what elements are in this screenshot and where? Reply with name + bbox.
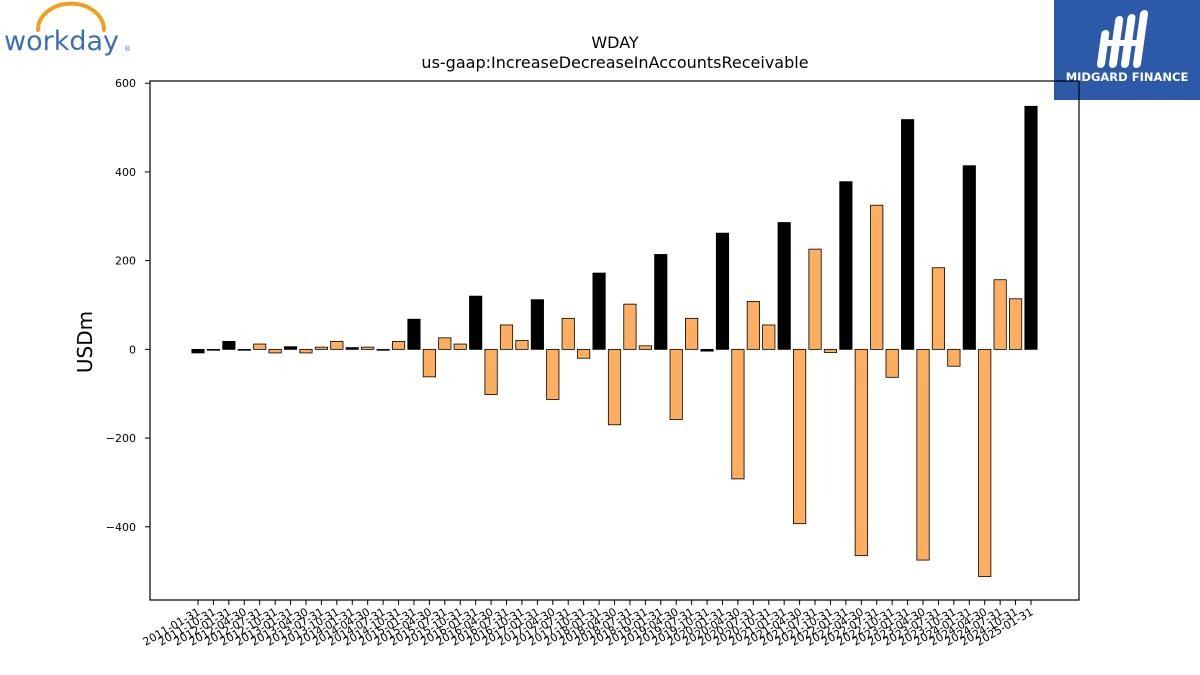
- y-axis-label: USDm: [73, 311, 97, 373]
- bar-2018-07-31: [623, 303, 637, 350]
- midgard-logo-svg: MIDGARD FINANCE: [1066, 10, 1189, 84]
- bar-2022-04-30: [854, 348, 868, 557]
- bars-group: [191, 105, 1038, 577]
- bar-2013-07-31: [314, 346, 328, 350]
- bar-2014-04-30: [361, 346, 375, 350]
- bar-2024-10-31: [1009, 298, 1023, 350]
- plot-frame: [149, 80, 1080, 601]
- y-tick-label: −400: [106, 521, 136, 534]
- chart-subtitle: us-gaap:IncreaseDecreaseInAccountsReceiv…: [421, 53, 808, 72]
- bar-2016-01-31: [469, 295, 483, 350]
- workday-logo-svg: workday ®: [4, 1, 131, 57]
- y-tick-label: 0: [129, 343, 136, 356]
- bar-2023-04-30: [916, 348, 930, 561]
- bar-2023-01-31: [901, 119, 915, 350]
- bar-2014-07-31: [376, 348, 390, 351]
- bar-2024-07-31: [993, 279, 1007, 350]
- bar-2019-04-30: [669, 348, 683, 420]
- midgard-finance-logo: MIDGARD FINANCE: [1054, 0, 1200, 100]
- bar-2011-10-31: [206, 348, 220, 351]
- bar-2015-10-31: [453, 343, 467, 350]
- logo-text: workday: [4, 26, 119, 57]
- bar-2017-04-30: [546, 348, 560, 400]
- bar-2020-01-31: [715, 232, 730, 350]
- bar-2013-04-30: [299, 348, 313, 354]
- x-ticks-group: 2011-01-312011-10-312012-01-312012-04-30…: [141, 600, 1036, 649]
- bar-2019-01-31: [654, 254, 668, 350]
- bar-2024-01-31: [962, 165, 976, 350]
- logo-registered-mark: ®: [124, 45, 131, 53]
- bar-2015-07-31: [438, 337, 452, 350]
- bar-2013-01-31: [283, 346, 298, 350]
- bar-2019-07-31: [685, 317, 699, 350]
- bar-2011-01-31: [191, 348, 205, 354]
- y-tick-label: −200: [106, 432, 136, 445]
- bar-2018-10-31: [638, 345, 652, 350]
- bar-2016-07-31: [499, 324, 514, 350]
- workday-logo: workday ®: [0, 0, 140, 60]
- bar-2012-07-31: [253, 343, 267, 350]
- bar-2020-07-31: [746, 301, 760, 350]
- bar-2021-01-31: [777, 222, 791, 350]
- bar-2022-01-31: [839, 181, 853, 350]
- bar-2024-04-30: [978, 348, 992, 577]
- bar-2020-10-31: [762, 324, 776, 350]
- y-tick-label: 600: [115, 77, 136, 90]
- logo-arc: [36, 1, 106, 32]
- bar-2018-04-30: [607, 348, 622, 426]
- midgard-logo-text: MIDGARD FINANCE: [1066, 70, 1189, 84]
- y-tick-label: 400: [115, 166, 136, 179]
- bar-2017-10-31: [577, 348, 591, 359]
- bar-2021-10-31: [823, 348, 838, 353]
- bar-2022-07-31: [870, 204, 884, 350]
- bar-2025-01-31: [1024, 105, 1038, 350]
- bar-2014-10-31: [391, 340, 406, 350]
- bar-2012-04-30: [237, 348, 251, 351]
- bar-2020-04-30: [731, 348, 745, 480]
- bar-2021-04-30: [793, 348, 807, 525]
- bar-2022-10-31: [885, 348, 899, 378]
- bar-2019-10-31: [700, 348, 714, 352]
- bar-2013-10-31: [330, 340, 344, 350]
- bar-2017-01-31: [530, 299, 544, 350]
- bar-2012-10-31: [268, 348, 282, 354]
- midgard-emblem-icon: [1096, 10, 1149, 68]
- bar-2018-01-31: [592, 272, 606, 350]
- bar-2014-01-31: [345, 347, 359, 350]
- y-tick-label: 200: [115, 255, 136, 268]
- bar-2015-04-30: [422, 348, 436, 378]
- bar-2023-10-31: [947, 348, 961, 367]
- chart-title: WDAY: [591, 33, 639, 52]
- y-ticks-group: −400 −200 0 200 400 600: [106, 77, 150, 534]
- bar-2021-07-31: [808, 248, 822, 350]
- bar-2012-01-31: [222, 340, 236, 350]
- bar-2023-07-31: [931, 267, 946, 350]
- bar-2017-07-31: [561, 317, 575, 350]
- bar-2016-10-31: [515, 340, 529, 350]
- bar-2015-01-31: [407, 318, 421, 350]
- bar-2016-04-30: [484, 348, 498, 396]
